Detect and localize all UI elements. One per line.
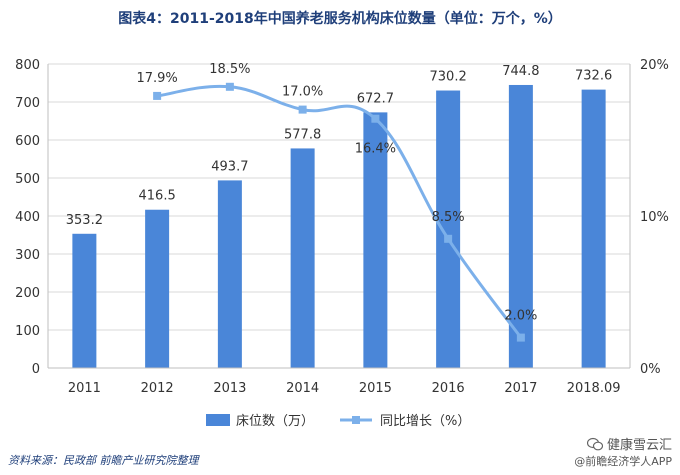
app-watermark: @前瞻经济学人APP xyxy=(574,455,672,468)
y-right-tick-label: 10% xyxy=(640,210,669,225)
bar-value-label: 730.2 xyxy=(430,70,467,85)
growth-value-label: 17.9% xyxy=(136,71,177,86)
y-left-tick-label: 600 xyxy=(15,134,40,149)
bar-value-label: 416.5 xyxy=(139,189,176,204)
growth-line xyxy=(156,84,523,339)
legend-bar-swatch xyxy=(206,414,230,426)
bar xyxy=(508,84,533,368)
bar-value-label: 353.2 xyxy=(66,213,103,228)
growth-value-label: 2.0% xyxy=(504,309,537,324)
legend-bar-label: 床位数（万） xyxy=(236,414,314,429)
growth-value-label: 16.4% xyxy=(355,142,396,157)
bar-layer xyxy=(72,84,606,369)
y-right-tick-label: 0% xyxy=(640,362,661,377)
bar-value-label: 744.8 xyxy=(502,64,539,79)
x-tick-label: 2012 xyxy=(141,381,174,396)
x-tick-label: 2014 xyxy=(286,381,319,396)
growth-point xyxy=(371,114,380,123)
x-tick-label: 2013 xyxy=(213,381,246,396)
x-tick-label: 2016 xyxy=(432,381,465,396)
x-tick-label: 2011 xyxy=(68,381,101,396)
bar-value-label: 493.7 xyxy=(211,159,248,174)
line-layer xyxy=(153,82,525,342)
chart-title: 图表4：2011-2018年中国养老服务机构床位数量（单位：万个，%） xyxy=(118,11,562,27)
x-tick-label: 2018.09 xyxy=(567,381,621,396)
y-left-tick-label: 400 xyxy=(15,210,40,225)
growth-point xyxy=(444,234,453,243)
y-left-tick-label: 0 xyxy=(32,362,40,377)
bar-value-label: 672.7 xyxy=(357,91,394,106)
y-left-tick-label: 300 xyxy=(15,248,40,263)
bar-value-label: 732.6 xyxy=(575,69,612,84)
legend-layer: 床位数（万） 同比增长（%） xyxy=(206,414,470,429)
growth-value-label: 18.5% xyxy=(209,62,250,77)
y-left-tick-label: 500 xyxy=(15,172,40,187)
bar-value-label: 577.8 xyxy=(284,127,321,142)
source-note: 资料来源：民政部 前瞻产业研究院整理 xyxy=(8,454,199,467)
growth-point xyxy=(516,333,525,342)
y-left-tick-label: 800 xyxy=(15,58,40,73)
growth-point xyxy=(153,91,162,100)
bar xyxy=(436,90,461,369)
bar xyxy=(581,89,606,368)
y-left-tick-label: 100 xyxy=(15,324,40,339)
bar xyxy=(217,180,242,368)
y-left-tick-label: 700 xyxy=(15,96,40,111)
legend-line-marker xyxy=(352,416,360,424)
growth-point xyxy=(225,82,234,91)
x-tick-label: 2015 xyxy=(359,381,392,396)
y-left-tick-label: 200 xyxy=(15,286,40,301)
legend-line-label: 同比增长（%） xyxy=(380,414,470,429)
y-right-tick-label: 20% xyxy=(640,58,669,73)
bar xyxy=(72,233,97,368)
grid-layer xyxy=(48,63,630,369)
growth-point xyxy=(298,105,307,114)
bar xyxy=(363,112,388,369)
axis-layer: 0 100 200 300 400 500 600 700 800 0% 10% 20% 2011 201… xyxy=(15,58,669,396)
wechat-icon xyxy=(586,437,603,451)
growth-value-label: 8.5% xyxy=(432,210,465,225)
growth-value-label: 17.0% xyxy=(282,85,323,100)
brand-text: 健康雪云汇 xyxy=(606,438,672,453)
bar xyxy=(145,209,170,368)
brand-watermark: 健康雪云汇 xyxy=(586,434,672,453)
label-layer: 353.2 416.5 493.7 577.8 672.7 730.2 744.8 732.6… xyxy=(66,62,612,324)
bar xyxy=(290,148,315,368)
x-tick-label: 2017 xyxy=(504,381,537,396)
